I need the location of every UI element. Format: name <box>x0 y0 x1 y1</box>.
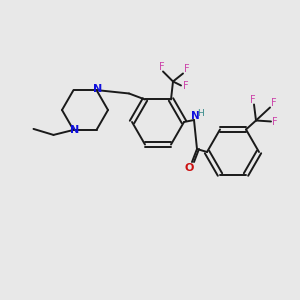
Text: F: F <box>184 64 190 74</box>
Text: F: F <box>271 98 277 109</box>
Text: F: F <box>159 62 165 73</box>
Text: N: N <box>93 84 102 94</box>
Text: O: O <box>184 163 194 173</box>
Text: H: H <box>196 110 203 118</box>
Text: F: F <box>250 95 256 106</box>
Text: N: N <box>190 111 200 121</box>
Text: F: F <box>183 82 189 92</box>
Text: F: F <box>272 118 278 128</box>
Text: N: N <box>70 125 79 135</box>
